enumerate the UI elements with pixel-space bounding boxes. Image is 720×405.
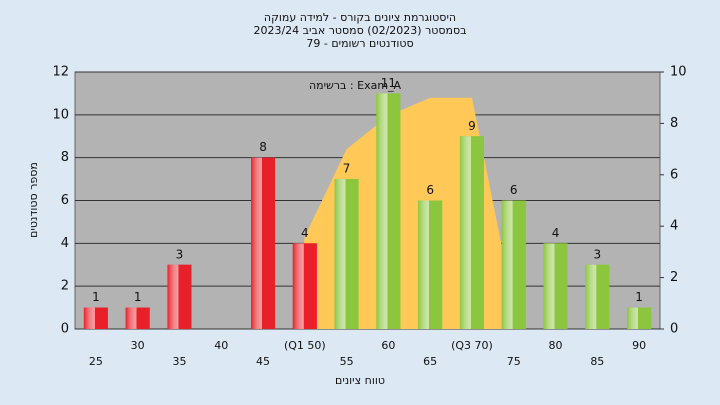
x-tick-label: 75 [507, 355, 521, 368]
y2-tick-label: 2 [670, 270, 678, 285]
bar-shine [501, 200, 526, 329]
x-tick-label: 55 [340, 355, 354, 368]
chart-subtitle: בסמסטר (02/2023) סמסטר אביב 2023/24 [253, 24, 466, 37]
bar-shine [459, 136, 484, 329]
x-tick-label: 40 [214, 339, 228, 352]
value-label: 3 [594, 247, 602, 261]
bar-shine [251, 157, 276, 329]
y-tick-label: 8 [61, 150, 69, 165]
value-label: 7 [343, 162, 351, 176]
x-tick-label: (Q1 50) [284, 339, 326, 352]
x-tick-label: 85 [590, 355, 604, 368]
value-label: 1 [92, 290, 100, 304]
annotation: ברשימה : Exam_A [309, 79, 402, 92]
y-tick-label: 2 [61, 279, 69, 294]
bar-shine [543, 243, 568, 329]
value-label: 11 [381, 76, 396, 90]
bar-shine [585, 264, 610, 329]
bar-shine [418, 200, 443, 329]
value-label: 9 [468, 119, 476, 133]
value-label: 1 [134, 290, 142, 304]
x-tick-label: 65 [423, 355, 437, 368]
x-axis-title: טווח ציונים [335, 374, 385, 387]
x-tick-label: 45 [256, 355, 270, 368]
bar-shine [376, 93, 401, 330]
bar-shine [627, 307, 652, 329]
value-label: 1 [635, 290, 643, 304]
y2-tick-label: 10 [670, 65, 687, 80]
y-tick-label: 10 [52, 107, 69, 122]
value-label: 6 [510, 183, 518, 197]
x-tick-label: 80 [549, 339, 563, 352]
x-tick-label: 30 [131, 339, 145, 352]
y-tick-label: 0 [61, 322, 69, 337]
x-tick-label: 35 [172, 355, 186, 368]
y-axis-title: מספר סטודנטים [27, 162, 40, 238]
bar-shine [83, 307, 108, 329]
bar-shine [334, 179, 359, 329]
value-label: 3 [176, 247, 184, 261]
y2-tick-label: 8 [670, 116, 678, 131]
chart-title: היסטוגרמת ציונים בקורס - למידה עמוקה [264, 11, 456, 24]
value-label: 6 [426, 183, 434, 197]
value-label: 8 [259, 140, 267, 154]
y2-tick-label: 6 [670, 167, 678, 182]
chart-subtitle: סטודנטים רשומים - 79 [306, 37, 413, 50]
y2-tick-label: 4 [670, 219, 678, 234]
y2-tick-label: 0 [670, 322, 678, 337]
x-tick-label: (Q3 70) [451, 339, 493, 352]
y-tick-label: 6 [61, 193, 69, 208]
bar-shine [167, 264, 192, 329]
x-tick-label: 25 [89, 355, 103, 368]
bar-shine [292, 243, 317, 329]
value-label: 4 [301, 226, 309, 240]
y-tick-label: 4 [61, 236, 69, 251]
y-tick-label: 12 [52, 65, 69, 80]
bar-shine [125, 307, 150, 329]
x-tick-label: 90 [632, 339, 646, 352]
value-label: 4 [552, 226, 560, 240]
x-tick-label: 60 [381, 339, 395, 352]
